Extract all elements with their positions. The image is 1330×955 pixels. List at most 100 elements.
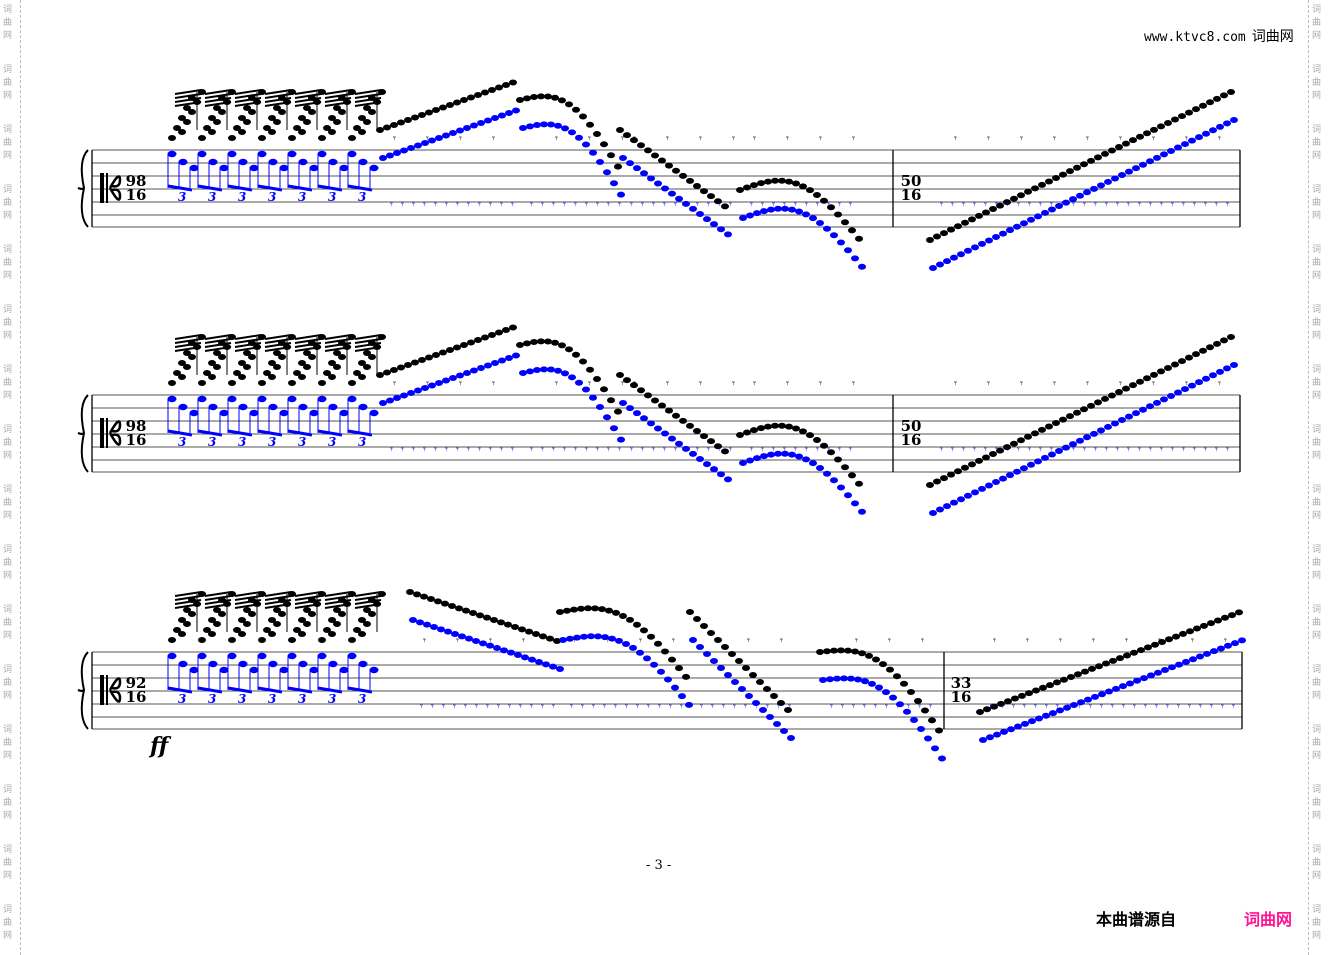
note-head bbox=[703, 461, 711, 468]
note-head bbox=[1167, 392, 1175, 399]
note-head bbox=[806, 187, 814, 194]
note-head bbox=[700, 433, 708, 440]
note-head bbox=[935, 727, 943, 734]
note-head bbox=[467, 339, 475, 346]
note-head bbox=[1147, 672, 1155, 679]
note-head bbox=[273, 621, 281, 627]
note-head bbox=[1209, 372, 1217, 379]
note-head bbox=[273, 350, 281, 356]
rest: 𝄾 bbox=[852, 700, 855, 713]
note-head bbox=[219, 666, 229, 674]
note-head bbox=[1217, 645, 1225, 652]
rest: 𝄾 bbox=[1125, 634, 1128, 647]
rest: 𝄾 bbox=[750, 198, 753, 211]
note-head bbox=[985, 482, 993, 489]
beam bbox=[227, 184, 253, 192]
beam bbox=[264, 346, 292, 352]
note-head bbox=[470, 367, 478, 374]
note-head bbox=[497, 619, 505, 626]
rest: 𝄾 bbox=[1020, 377, 1023, 390]
note-head bbox=[1132, 165, 1140, 172]
note-head bbox=[213, 607, 221, 613]
note-head bbox=[767, 206, 775, 213]
note-head bbox=[178, 660, 188, 668]
tuplet-number: 3 bbox=[238, 692, 246, 706]
note-head bbox=[512, 352, 520, 359]
note-head bbox=[978, 240, 986, 247]
note-head bbox=[178, 115, 186, 121]
tuplet-number: 3 bbox=[178, 435, 186, 449]
beam bbox=[294, 342, 322, 348]
note-head bbox=[435, 380, 443, 386]
note-head bbox=[512, 107, 520, 114]
note-head bbox=[488, 332, 496, 338]
note-head bbox=[1031, 430, 1039, 437]
watermark-text: 词曲网 bbox=[3, 665, 13, 701]
note-head bbox=[954, 223, 962, 230]
note-head bbox=[714, 443, 722, 450]
note-head bbox=[363, 607, 371, 613]
note-head bbox=[584, 605, 592, 612]
beam bbox=[234, 89, 262, 95]
watermark-text: 词曲网 bbox=[3, 605, 13, 641]
note-head bbox=[298, 660, 308, 668]
rest: 𝄾 bbox=[1127, 443, 1130, 456]
note-head bbox=[511, 624, 519, 630]
note-head bbox=[268, 360, 276, 366]
rest: 𝄾 bbox=[1028, 198, 1031, 211]
note-head bbox=[1073, 409, 1081, 416]
note-head bbox=[893, 673, 901, 680]
note-head bbox=[614, 408, 622, 415]
note-head bbox=[1118, 417, 1126, 424]
rest: 𝄾 bbox=[780, 634, 783, 647]
beam bbox=[204, 595, 232, 601]
note-head bbox=[1157, 123, 1165, 130]
note-head bbox=[358, 360, 366, 366]
rest: 𝄾 bbox=[555, 132, 558, 145]
note-head bbox=[686, 609, 694, 615]
note-head bbox=[617, 191, 625, 198]
note-head bbox=[439, 104, 447, 111]
note-head bbox=[328, 660, 338, 668]
note-head bbox=[243, 607, 251, 613]
note-head bbox=[328, 403, 338, 411]
note-head bbox=[168, 380, 176, 386]
note-head bbox=[167, 395, 177, 403]
note-head bbox=[1206, 99, 1214, 106]
note-head bbox=[203, 627, 211, 633]
note-head bbox=[703, 216, 711, 223]
note-head bbox=[1220, 92, 1228, 99]
note-head bbox=[167, 150, 177, 158]
note-head bbox=[721, 203, 729, 210]
note-head bbox=[519, 370, 527, 376]
note-head bbox=[714, 198, 722, 205]
alto-clef bbox=[108, 677, 122, 703]
note-head bbox=[1027, 216, 1035, 223]
note-head bbox=[243, 350, 251, 356]
rest: 𝄾 bbox=[1072, 443, 1075, 456]
note-head bbox=[851, 500, 859, 507]
note-head bbox=[556, 609, 564, 615]
note-head bbox=[418, 357, 426, 363]
rest: 𝄾 bbox=[1100, 700, 1103, 713]
note-head bbox=[1206, 344, 1214, 351]
note-head bbox=[1039, 684, 1047, 691]
note-head bbox=[928, 717, 936, 724]
note-head bbox=[448, 603, 456, 609]
note-head bbox=[982, 209, 990, 216]
note-head bbox=[333, 364, 341, 370]
note-head bbox=[848, 472, 856, 479]
note-head bbox=[665, 407, 673, 414]
rest: 𝄾 bbox=[453, 700, 456, 713]
note-head bbox=[668, 190, 676, 197]
note-head bbox=[1031, 185, 1039, 192]
note-head bbox=[658, 402, 666, 409]
rest: 𝄾 bbox=[489, 198, 492, 211]
rest: 𝄾 bbox=[500, 443, 503, 456]
note-head bbox=[675, 665, 683, 672]
rest: 𝄾 bbox=[431, 700, 434, 713]
note-head bbox=[273, 105, 281, 111]
page-number: - 3 - bbox=[646, 858, 672, 873]
rest: 𝄾 bbox=[1226, 443, 1229, 456]
note-head bbox=[957, 251, 965, 258]
